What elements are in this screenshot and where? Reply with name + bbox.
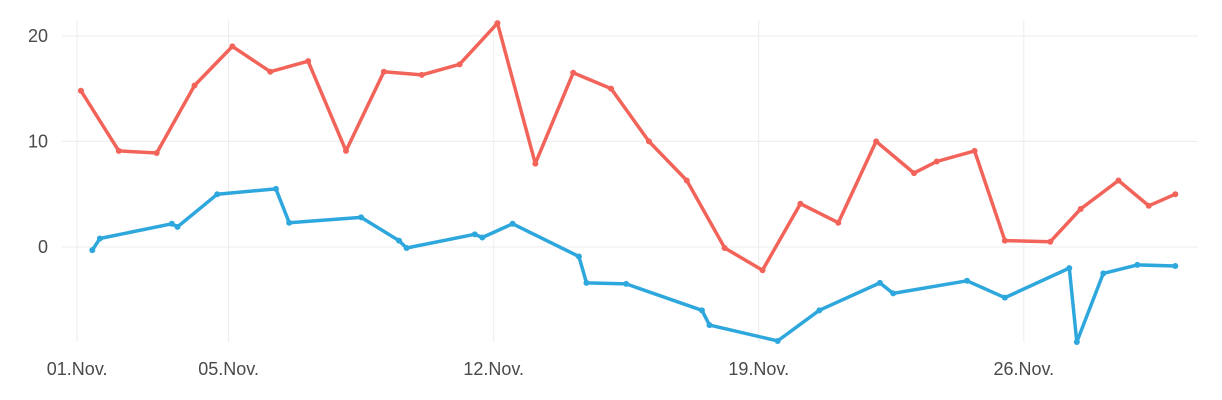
data-point[interactable] <box>1047 238 1054 245</box>
series-line <box>79 21 1178 272</box>
data-point[interactable] <box>890 290 897 297</box>
data-point[interactable] <box>933 158 940 165</box>
data-point[interactable] <box>1001 294 1008 301</box>
data-point[interactable] <box>115 147 122 154</box>
y-tick-label: 10 <box>28 131 48 151</box>
data-point[interactable] <box>89 247 96 254</box>
x-tick-label: 19.Nov. <box>728 359 789 379</box>
data-point[interactable] <box>911 170 917 177</box>
data-point[interactable] <box>358 214 365 221</box>
data-point[interactable] <box>876 279 883 286</box>
data-point[interactable] <box>570 69 577 76</box>
y-tick-label: 0 <box>38 237 48 257</box>
data-point[interactable] <box>509 220 516 227</box>
data-point[interactable] <box>494 20 501 27</box>
data-point[interactable] <box>971 147 978 154</box>
data-point[interactable] <box>286 219 293 226</box>
data-point[interactable] <box>1115 177 1122 184</box>
axis-labels: 0 10 20 01.Nov. 05.Nov. 12.Nov. 19.Nov. 26.Nov. <box>28 26 1054 379</box>
data-point[interactable] <box>1001 237 1008 244</box>
data-point[interactable] <box>1172 191 1179 198</box>
data-point[interactable] <box>471 231 478 238</box>
data-point[interactable] <box>403 245 410 252</box>
series-1 <box>77 20 1179 274</box>
data-point[interactable] <box>153 150 160 157</box>
data-point[interactable] <box>532 160 539 167</box>
series-group <box>77 20 1179 345</box>
data-point[interactable] <box>272 185 279 192</box>
series-2 <box>89 185 1179 345</box>
data-point[interactable] <box>797 200 804 207</box>
y-tick-label: 20 <box>28 26 48 46</box>
data-point[interactable] <box>645 138 652 145</box>
x-tick-label: 01.Nov. <box>47 359 108 379</box>
data-point[interactable] <box>1172 262 1179 269</box>
x-tick-label: 26.Nov. <box>993 359 1054 379</box>
data-point[interactable] <box>964 277 971 284</box>
data-point[interactable] <box>774 337 781 344</box>
data-point[interactable] <box>343 147 349 154</box>
data-point[interactable] <box>229 43 236 50</box>
data-point[interactable] <box>583 279 590 286</box>
data-point[interactable] <box>623 280 630 287</box>
data-point[interactable] <box>305 58 312 65</box>
data-point[interactable] <box>608 85 615 92</box>
data-point[interactable] <box>1077 205 1084 212</box>
data-point[interactable] <box>214 191 221 198</box>
data-point[interactable] <box>1100 270 1107 277</box>
data-point[interactable] <box>77 87 84 94</box>
data-point[interactable] <box>1066 265 1073 272</box>
data-point[interactable] <box>479 234 486 241</box>
data-point[interactable] <box>873 138 880 145</box>
grid <box>62 20 1198 342</box>
data-point[interactable] <box>721 245 728 252</box>
data-point[interactable] <box>1145 202 1152 209</box>
data-point[interactable] <box>418 71 425 78</box>
data-point[interactable] <box>759 267 766 274</box>
data-point[interactable] <box>456 61 463 68</box>
x-tick-label: 12.Nov. <box>463 359 524 379</box>
data-point[interactable] <box>380 68 387 75</box>
data-point[interactable] <box>1073 339 1080 345</box>
data-point[interactable] <box>835 219 842 226</box>
data-point[interactable] <box>698 307 705 314</box>
data-point[interactable] <box>706 322 713 329</box>
x-tick-label: 05.Nov. <box>198 359 259 379</box>
series-line <box>90 187 1178 344</box>
data-point[interactable] <box>1134 261 1141 268</box>
data-point[interactable] <box>396 237 403 244</box>
data-point[interactable] <box>816 307 823 314</box>
data-point[interactable] <box>174 223 181 230</box>
data-point[interactable] <box>267 68 274 75</box>
data-point[interactable] <box>191 82 198 89</box>
data-point[interactable] <box>683 177 690 184</box>
data-point[interactable] <box>168 220 175 227</box>
data-point[interactable] <box>575 253 582 260</box>
data-point[interactable] <box>96 235 103 242</box>
